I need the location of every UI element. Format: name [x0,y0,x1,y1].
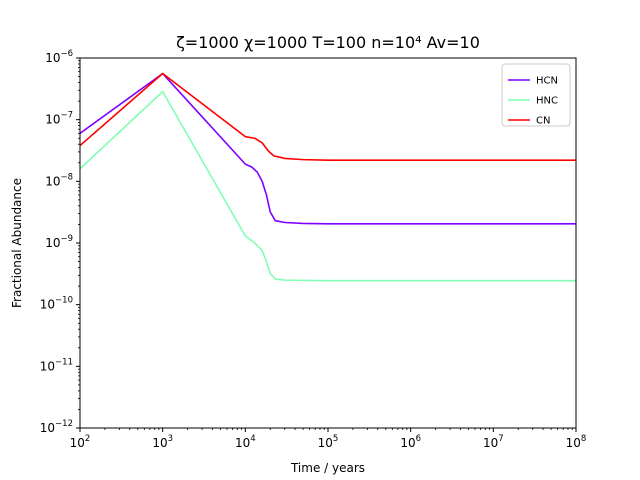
x-tick-label: 103 [152,434,173,450]
series-line-cn [79,72,576,162]
y-tick-label: 10−9 [45,234,73,250]
x-tick-label: 107 [483,434,504,450]
y-tick-label: 10−10 [40,296,73,312]
x-tick-label: 102 [70,434,91,450]
legend-label-hnc: HNC [536,96,558,107]
series-line-hcn [79,72,576,225]
x-tick-label: 105 [318,434,339,450]
y-tick-label: 10−11 [40,357,73,373]
y-tick-label: 10−7 [45,111,73,127]
y-tick-label: 10−8 [45,172,73,188]
chart-title: ζ=1000 χ=1000 T=100 n=10⁴ Av=10 [176,33,480,52]
y-tick-label: 10−6 [45,49,73,65]
legend: HCN HNC CN [501,63,571,127]
x-tick-label: 104 [235,434,256,450]
series-layer [79,72,576,282]
x-tick-label: 106 [400,434,421,450]
y-axis-label: Fractional Abundance [10,178,24,308]
legend-label-hcn: HCN [536,76,558,87]
series-line-hnc [79,90,576,282]
x-axis-label: Time / years [290,461,365,475]
legend-label-cn: CN [536,116,550,127]
x-tick-label: 108 [566,434,587,450]
y-tick-label: 10−12 [40,419,73,435]
